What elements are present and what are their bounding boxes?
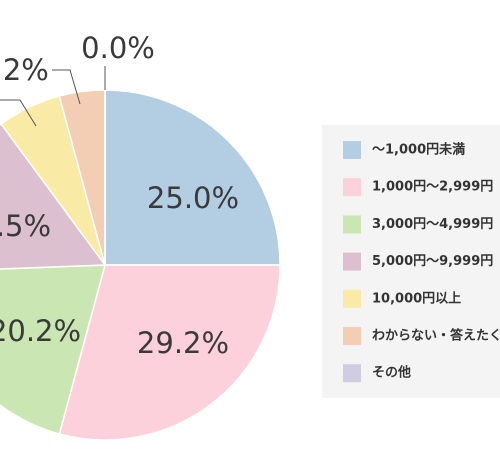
legend-swatch: [343, 327, 361, 345]
value-label: 4.2%: [0, 53, 49, 87]
legend-label: わからない・答えたくない: [372, 328, 500, 344]
legend-label: 1,000円～2,999円: [372, 180, 493, 195]
pie-slice: [58, 264, 281, 441]
legend-label: 5,000円～9,999円: [372, 254, 493, 269]
legend-label: その他: [372, 365, 411, 381]
legend-swatch: [343, 289, 361, 308]
pie: [0, 89, 281, 441]
value-label: 20.2%: [0, 314, 81, 348]
value-label: 0.0%: [81, 31, 155, 65]
legend-swatch: [343, 252, 361, 271]
legend-swatch: [343, 215, 361, 234]
legend-swatch: [343, 141, 361, 159]
legend-swatch: [343, 178, 361, 197]
leader-line: [0, 99, 37, 127]
value-label: 15.5%: [0, 209, 51, 243]
legend-label: ～1,000円未満: [372, 142, 465, 158]
value-label: 29.2%: [137, 326, 229, 360]
legend-label: 3,000円～4,999円: [372, 217, 493, 232]
value-label: 25.0%: [147, 181, 239, 215]
pie-slice: [104, 89, 281, 266]
legend-swatch: [343, 364, 361, 383]
legend-label: 10,000円以上: [372, 291, 461, 306]
pie-slice: [0, 264, 106, 435]
leader-line: [52, 69, 81, 105]
pie-slice: [0, 123, 107, 270]
